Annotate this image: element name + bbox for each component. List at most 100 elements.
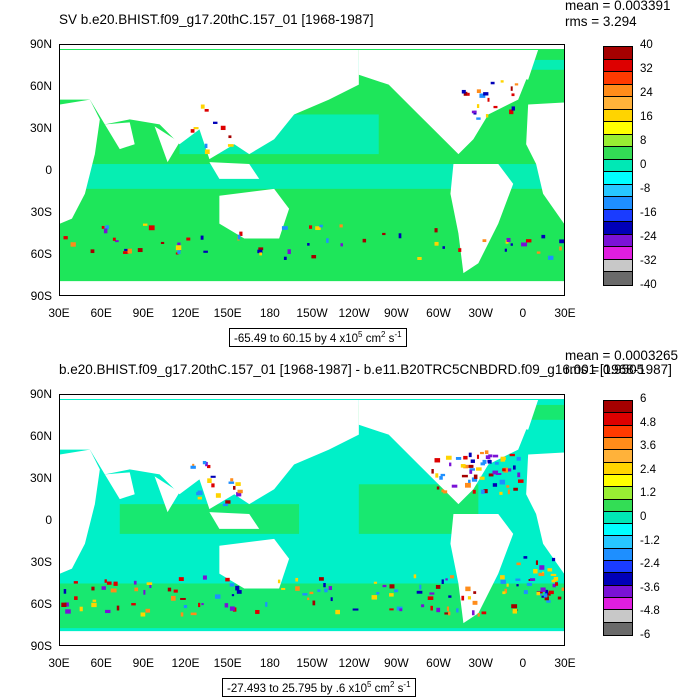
eddy-speckle bbox=[382, 232, 386, 236]
land-mass bbox=[209, 162, 260, 179]
eddy-speckle bbox=[461, 595, 465, 601]
eddy-speckle bbox=[79, 606, 83, 612]
eddy-speckle bbox=[416, 590, 423, 594]
eddy-speckle bbox=[145, 608, 151, 613]
x-tick-label: 90W bbox=[383, 656, 409, 670]
x-tick-label: 90E bbox=[132, 656, 154, 670]
range-caption: -27.493 to 25.795 by .6 x105 cm2 s-1 bbox=[222, 678, 416, 697]
eddy-speckle bbox=[339, 224, 343, 228]
eddy-speckle bbox=[202, 460, 207, 465]
mean-label: mean = 0.003391 bbox=[565, 0, 671, 13]
eddy-speckle bbox=[307, 597, 310, 601]
eddy-speckle bbox=[485, 114, 489, 118]
eddy-speckle bbox=[516, 456, 521, 461]
land-mass bbox=[60, 45, 564, 49]
eddy-speckle bbox=[476, 117, 481, 120]
eddy-speckle bbox=[536, 251, 541, 254]
eddy-speckle bbox=[175, 252, 179, 255]
eddy-speckle bbox=[231, 594, 235, 597]
y-tick-label: 90N bbox=[29, 37, 52, 51]
eddy-speckle bbox=[101, 586, 106, 590]
eddy-speckle bbox=[471, 610, 475, 616]
colorbar-swatch bbox=[604, 234, 632, 248]
eddy-speckle bbox=[504, 588, 508, 594]
eddy-speckle bbox=[204, 108, 209, 112]
eddy-speckle bbox=[382, 584, 387, 588]
eddy-speckle bbox=[91, 586, 95, 591]
x-tick-label: 30E bbox=[554, 656, 576, 670]
eddy-speckle bbox=[448, 595, 452, 598]
land-mass bbox=[219, 188, 290, 239]
eddy-speckle bbox=[477, 613, 480, 617]
colorbar-swatch bbox=[604, 499, 632, 512]
colorbar-swatch bbox=[604, 450, 632, 463]
eddy-speckle bbox=[124, 248, 130, 251]
eddy-speckle bbox=[533, 569, 538, 574]
eddy-speckle bbox=[197, 490, 203, 495]
eddy-speckle bbox=[281, 587, 286, 590]
eddy-speckle bbox=[330, 597, 333, 602]
colorbar-swatch bbox=[604, 184, 632, 198]
eddy-speckle bbox=[481, 489, 485, 494]
eddy-speckle bbox=[235, 482, 241, 486]
colorbar-swatch bbox=[604, 222, 632, 235]
colorbar-swatch bbox=[604, 561, 632, 574]
x-tick-label: 120W bbox=[338, 656, 370, 670]
eddy-speckle bbox=[295, 586, 300, 591]
eddy-speckle bbox=[192, 463, 195, 468]
eddy-speckle bbox=[317, 589, 321, 592]
eddy-speckle bbox=[265, 602, 268, 607]
eddy-speckle bbox=[511, 93, 515, 97]
y-tick-label: 60S bbox=[30, 597, 52, 611]
eddy-speckle bbox=[529, 578, 536, 581]
eddy-speckle bbox=[525, 239, 532, 243]
eddy-speckle bbox=[506, 485, 510, 488]
eddy-speckle bbox=[190, 612, 197, 616]
eddy-speckle bbox=[228, 135, 232, 139]
eddy-speckle bbox=[487, 97, 490, 102]
eddy-speckle bbox=[197, 496, 202, 500]
eddy-speckle bbox=[539, 565, 545, 570]
eddy-speckle bbox=[509, 453, 515, 457]
eddy-speckle bbox=[315, 226, 321, 231]
eddy-speckle bbox=[546, 600, 551, 603]
eddy-speckle bbox=[227, 144, 234, 147]
eddy-speckle bbox=[472, 600, 478, 605]
eddy-speckle bbox=[212, 121, 218, 124]
eddy-speckle bbox=[481, 611, 487, 615]
eddy-speckle bbox=[328, 586, 333, 591]
land-mass bbox=[60, 395, 564, 399]
land-mass bbox=[154, 126, 180, 163]
eddy-speckle bbox=[515, 578, 521, 581]
colorbar-label: 40 bbox=[640, 39, 653, 51]
colorbar-label: 32 bbox=[640, 63, 653, 75]
eddy-speckle bbox=[510, 86, 513, 91]
eddy-speckle bbox=[463, 91, 468, 96]
eddy-speckle bbox=[116, 605, 120, 611]
land-mass bbox=[450, 164, 514, 274]
eddy-speckle bbox=[523, 590, 528, 595]
eddy-speckle bbox=[421, 604, 425, 608]
eddy-speckle bbox=[389, 593, 394, 597]
eddy-speckle bbox=[461, 474, 468, 478]
eddy-speckle bbox=[490, 81, 495, 85]
colorbar-swatch bbox=[604, 247, 632, 260]
eddy-speckle bbox=[456, 608, 459, 613]
eddy-speckle bbox=[517, 479, 524, 483]
eddy-speckle bbox=[434, 458, 441, 463]
colorbar-swatch bbox=[604, 147, 632, 160]
colorbar-label: -8 bbox=[640, 183, 651, 195]
eddy-speckle bbox=[469, 468, 475, 471]
x-tick-label: 30W bbox=[468, 306, 493, 320]
colorbar-label: 3.6 bbox=[640, 440, 656, 453]
eddy-speckle bbox=[127, 248, 132, 254]
colorbar-swatch bbox=[604, 259, 632, 273]
y-tick-label: 60N bbox=[29, 79, 52, 93]
x-tick-label: 30W bbox=[468, 656, 493, 670]
eddy-speckle bbox=[484, 450, 489, 455]
rms-label: rms = 0.9505 bbox=[565, 362, 645, 377]
colorbar-swatch bbox=[604, 159, 632, 173]
x-tick-label: 150E bbox=[213, 656, 242, 670]
y-tick-label: 90N bbox=[29, 387, 52, 401]
eddy-speckle bbox=[177, 242, 181, 245]
